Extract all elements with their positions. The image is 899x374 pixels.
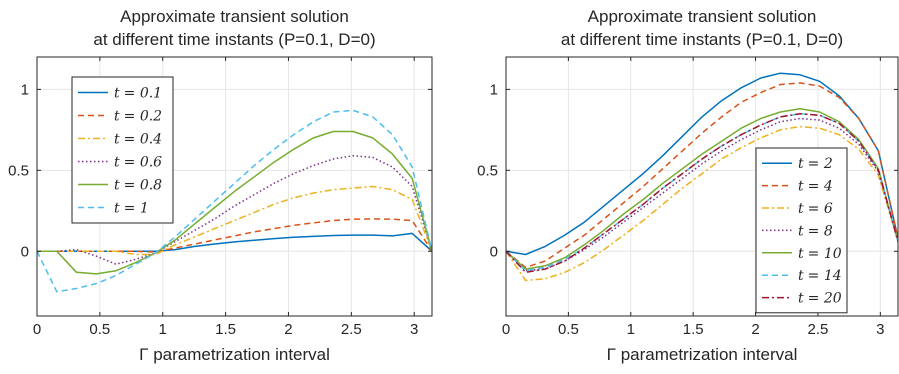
legend-label-1: t = 2 xyxy=(798,156,833,172)
legend-var: t xyxy=(114,201,120,217)
legend-var: t xyxy=(114,132,120,148)
x-tick-label: 1.5 xyxy=(215,321,236,338)
series-line-6 xyxy=(37,109,432,293)
legend-var: t xyxy=(798,268,804,284)
chart-title-line-2: at different time instants (P=0.1, D=0) xyxy=(561,30,843,49)
legend-value: = 4 xyxy=(808,179,833,195)
series-line-3 xyxy=(506,125,898,282)
x-tick-label: 2.5 xyxy=(341,321,362,338)
legend-var: t xyxy=(798,156,804,172)
legend-value: = 0.4 xyxy=(124,132,162,148)
x-tick-label: 3 xyxy=(410,321,418,338)
legend-label-3: t = 0.4 xyxy=(114,132,162,148)
series-line-5 xyxy=(506,108,898,270)
series-line-3 xyxy=(37,185,432,256)
legend-label-6: t = 14 xyxy=(798,268,842,284)
legend-label-7: t = 20 xyxy=(798,291,842,307)
axes-box xyxy=(505,56,899,317)
legend-var: t xyxy=(114,109,120,125)
chart-panel-1: 0 0.5 1 1.5 2 2.5 3 0 0.5 1 Approximate transient … xyxy=(8,7,433,364)
legend-label-1: t = 0.1 xyxy=(114,86,162,102)
y-tick-label: 1 xyxy=(490,81,498,98)
x-tick-label: 0 xyxy=(33,321,41,338)
legend-var: t xyxy=(114,178,120,194)
legend-label-2: t = 4 xyxy=(798,179,833,195)
legend-box xyxy=(71,76,174,224)
x-axis-label: Γ parametrization interval xyxy=(607,345,798,364)
x-tick-label: 1 xyxy=(627,321,635,338)
legend-var: t xyxy=(798,201,804,217)
legend-label-4: t = 0.6 xyxy=(114,155,162,171)
series-group xyxy=(37,109,432,293)
legend-label-5: t = 10 xyxy=(798,246,842,262)
series-group xyxy=(506,72,898,282)
x-tick-label: 2 xyxy=(284,321,292,338)
legend-value: = 8 xyxy=(808,223,833,239)
y-tick-label: 0 xyxy=(490,243,498,260)
legend: t = 2t = 4t = 6t = 8t = 10t = 14t = 20 xyxy=(755,147,848,314)
axes-box xyxy=(36,56,433,317)
legend: t = 0.1t = 0.2t = 0.4t = 0.6t = 0.8t = 1 xyxy=(71,76,174,224)
y-tick-label: 0.5 xyxy=(8,162,29,179)
series-line-1 xyxy=(506,72,898,256)
x-tick-label: 3 xyxy=(876,321,884,338)
legend-value: = 10 xyxy=(808,246,842,262)
series-line-6 xyxy=(506,112,898,272)
legend-label-2: t = 0.2 xyxy=(114,109,162,125)
legend-var: t xyxy=(798,223,804,239)
legend-label-3: t = 6 xyxy=(798,201,833,217)
legend-value: = 6 xyxy=(808,201,833,217)
legend-label-6: t = 1 xyxy=(114,201,149,217)
legend-value: = 2 xyxy=(808,156,833,172)
legend-label-5: t = 0.8 xyxy=(114,178,162,194)
legend-value: = 0.8 xyxy=(124,178,163,194)
legend-value: = 0.6 xyxy=(124,155,163,171)
series-line-5 xyxy=(37,130,432,275)
legend-label-4: t = 8 xyxy=(798,223,833,239)
x-tick-label: 1 xyxy=(159,321,167,338)
chart-title-line-2: at different time instants (P=0.1, D=0) xyxy=(93,30,375,49)
legend-value: = 14 xyxy=(808,268,842,284)
y-tick-label: 0.5 xyxy=(477,162,498,179)
legend-var: t xyxy=(114,155,120,171)
y-tick-label: 0 xyxy=(21,243,29,260)
legend-var: t xyxy=(114,86,120,102)
x-tick-label: 2 xyxy=(751,321,759,338)
chart-title-line-1: Approximate transient solution xyxy=(588,7,817,26)
x-tick-label: 2.5 xyxy=(808,321,829,338)
chart-panel-2: 0 0.5 1 1.5 2 2.5 3 0 0.5 1 Approximate transient … xyxy=(477,7,899,364)
x-tick-label: 1.5 xyxy=(683,321,704,338)
chart-title-line-1: Approximate transient solution xyxy=(120,7,349,26)
legend-var: t xyxy=(798,179,804,195)
legend-var: t xyxy=(798,291,804,307)
x-tick-label: 0 xyxy=(502,321,510,338)
legend-value: = 20 xyxy=(808,291,842,307)
legend-value: = 0.1 xyxy=(124,86,162,102)
legend-var: t xyxy=(798,246,804,262)
legend-value: = 0.2 xyxy=(124,109,163,125)
series-line-7 xyxy=(506,112,898,274)
x-axis-label: Γ parametrization interval xyxy=(139,345,330,364)
legend-value: = 1 xyxy=(124,201,149,217)
x-tick-label: 0.5 xyxy=(558,321,579,338)
x-tick-label: 0.5 xyxy=(89,321,110,338)
y-tick-label: 1 xyxy=(21,81,29,98)
